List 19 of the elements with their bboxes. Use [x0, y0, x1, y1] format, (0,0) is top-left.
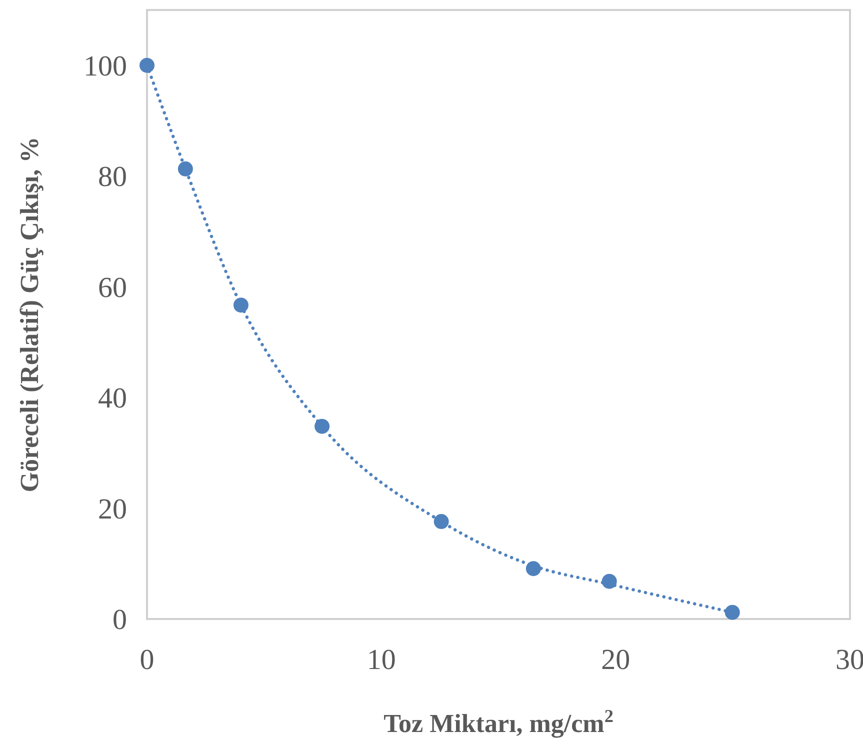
- y-tick-label: 60: [98, 272, 127, 304]
- point: [314, 418, 330, 434]
- point: [178, 161, 193, 176]
- x-tick-label: 10: [366, 644, 396, 676]
- x-tick-label: 0: [140, 644, 154, 676]
- point: [526, 561, 541, 576]
- x-tick-label: 20: [601, 644, 630, 676]
- y-tick-label: 100: [84, 50, 127, 83]
- x-axis-title: Toz Miktarı, mg/cm$^{2}$: [384, 706, 614, 738]
- y-tick-label: 0: [112, 604, 127, 636]
- y-tick-label: 20: [98, 493, 127, 526]
- point: [602, 574, 617, 589]
- point: [140, 58, 154, 73]
- y-tick-label: 80: [98, 161, 127, 194]
- point: [434, 514, 449, 530]
- point: [233, 298, 248, 313]
- y-axis-title: Göreceli (Relatif) Güç Çıkışı, %: [15, 136, 44, 492]
- point: [724, 604, 740, 620]
- y-tick-label: 40: [98, 382, 127, 415]
